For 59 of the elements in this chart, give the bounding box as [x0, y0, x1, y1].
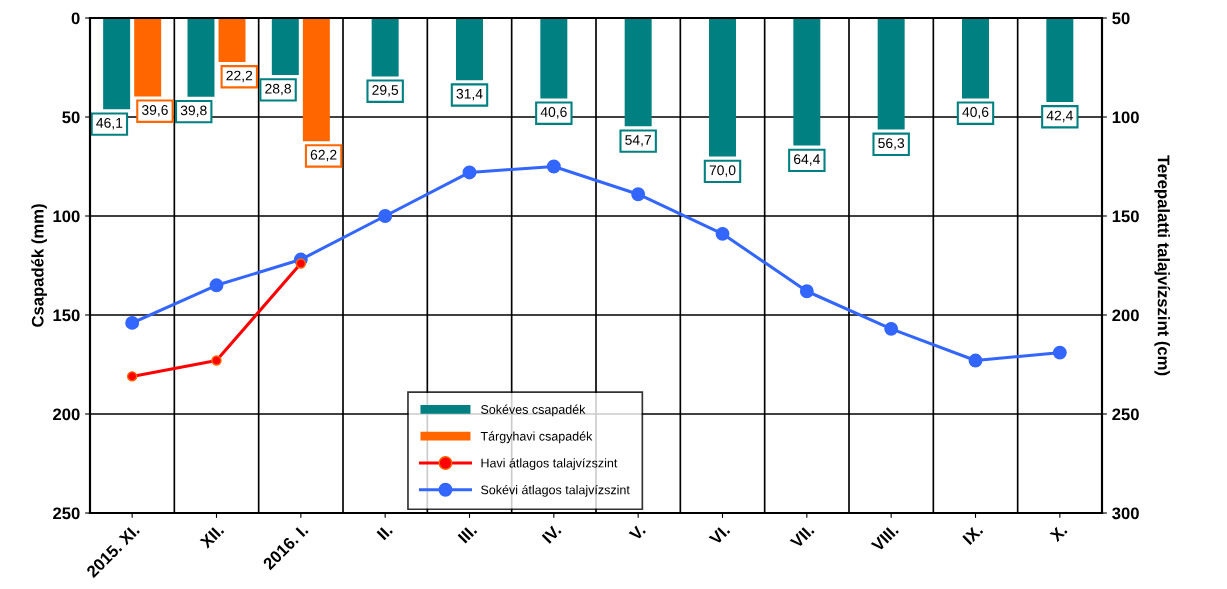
point — [295, 258, 307, 269]
y2-tick-label: 200 — [1112, 309, 1139, 322]
point — [462, 165, 477, 180]
x-tick-label: VIII. — [870, 523, 899, 553]
x-tick-label: V. — [628, 523, 646, 542]
data-label: 40,6 — [540, 107, 567, 119]
y2-tick-label: 50 — [1112, 12, 1130, 25]
point — [715, 226, 730, 241]
x-tick-label: II. — [376, 523, 393, 541]
bar — [1046, 18, 1074, 102]
y2-tick-label: 300 — [1112, 507, 1139, 520]
point — [968, 353, 983, 368]
data-label: 70,0 — [709, 165, 736, 177]
data-label: 31,4 — [456, 88, 483, 101]
data-label: 29,5 — [372, 85, 399, 97]
point — [546, 159, 561, 174]
x-tick-label: XII. — [199, 523, 225, 549]
point — [209, 278, 224, 293]
bar — [218, 18, 246, 62]
data-label: 46,1 — [96, 117, 123, 130]
point — [799, 284, 814, 299]
data-label: 64,4 — [794, 154, 820, 166]
x-tick-label: IX. — [962, 523, 984, 545]
point — [378, 209, 393, 223]
point — [884, 321, 899, 336]
x-tick-label: VI. — [708, 523, 731, 546]
x-tick-label: VII. — [789, 523, 815, 549]
data-label: 42,4 — [1046, 110, 1073, 123]
y-tick-label: 0 — [71, 12, 80, 25]
legend-label: Sokévi átlagos talajvízszint — [481, 484, 630, 497]
data-label: 22,2 — [226, 70, 253, 83]
data-label: 62,2 — [310, 149, 337, 162]
point — [211, 355, 222, 366]
data-label: 39,8 — [180, 105, 207, 117]
y-tick-label: 250 — [53, 507, 80, 520]
data-label: 39,6 — [141, 105, 168, 117]
point — [126, 371, 138, 382]
y2-tick-label: 250 — [1112, 408, 1139, 421]
y-axis-title: Csapadék (mm) — [31, 204, 47, 327]
y-tick-label: 100 — [53, 210, 80, 223]
legend-label: Tárgyhavi csapadék — [480, 431, 593, 444]
legend-label: Havi átlagos talajvízszint — [481, 458, 618, 470]
y2-tick-label: 100 — [1112, 111, 1139, 124]
y2-tick-label: 150 — [1112, 210, 1139, 223]
data-label: 54,7 — [625, 135, 651, 147]
y-tick-label: 200 — [53, 408, 80, 421]
x-tick-label: III. — [457, 523, 478, 544]
point — [631, 187, 646, 202]
data-label: 28,8 — [265, 83, 291, 96]
y-tick-label: 50 — [62, 111, 80, 124]
y2-axis-title: Terepalatti talajvízszint (cm) — [1154, 155, 1171, 376]
legend-label: Sokéves csapadék — [481, 404, 586, 417]
point — [1052, 345, 1067, 360]
y-tick-label: 150 — [53, 309, 80, 322]
x-tick-label: X. — [1049, 523, 1068, 543]
point — [125, 315, 140, 330]
data-label: 56,3 — [878, 138, 905, 150]
x-tick-label: IV. — [541, 523, 562, 544]
data-label: 40,6 — [962, 107, 989, 119]
